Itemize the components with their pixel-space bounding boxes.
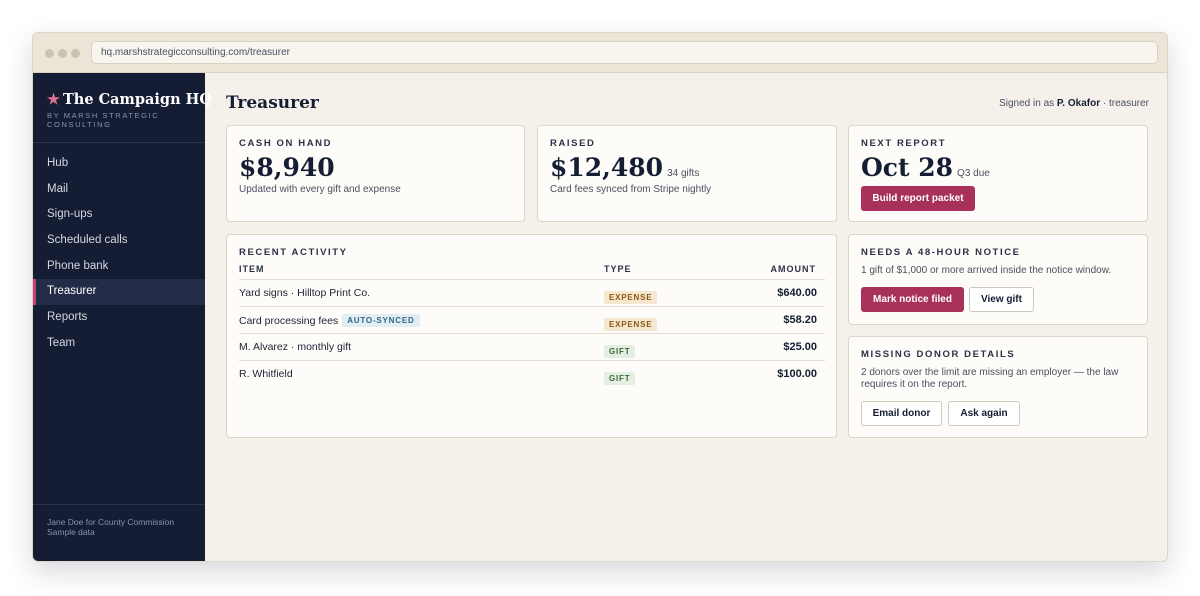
row-type: GIFT: [604, 341, 636, 359]
row-item: Yard signs · Hilltop Print Co.: [239, 287, 371, 299]
recent-activity-card: RECENT ACTIVITY ITEM TYPE AMOUNT Yard si…: [226, 234, 837, 438]
row-amount: $25.00: [783, 341, 817, 353]
row-item-text: Card processing fees: [239, 315, 339, 327]
brand-title: The Campaign HQ: [63, 91, 212, 108]
sample-data-note: Sample data: [47, 527, 95, 537]
signed-in-prefix: Signed in as: [999, 98, 1055, 109]
table-row[interactable]: Yard signs · Hilltop Print Co. EXPENSE $…: [239, 279, 825, 306]
missing-donor-card: MISSING DONOR DETAILS 2 donors over the …: [848, 336, 1148, 438]
type-badge: EXPENSE: [604, 291, 658, 304]
raised-value: $12,480: [550, 153, 664, 182]
row-item: Card processing fees AUTO-SYNCED: [239, 314, 420, 327]
raised-label: RAISED: [550, 138, 596, 149]
recent-activity-label: RECENT ACTIVITY: [239, 247, 348, 258]
email-donor-button[interactable]: Email donor: [861, 401, 942, 426]
row-amount: $640.00: [777, 287, 817, 299]
brand[interactable]: ★ The Campaign HQ: [47, 91, 212, 108]
browser-chrome: hq.marshstrategicconsulting.com/treasure…: [33, 33, 1167, 73]
row-amount: $58.20: [783, 314, 817, 326]
sidebar-item-mail[interactable]: Mail: [47, 182, 69, 195]
sidebar-nav: Hub Mail Sign-ups Scheduled calls Phone …: [33, 151, 205, 357]
mark-notice-filed-button[interactable]: Mark notice filed: [861, 287, 964, 312]
column-header-type: TYPE: [604, 264, 632, 274]
notice-text: 1 gift of $1,000 or more arrived inside …: [861, 265, 1112, 276]
sidebar-divider: [33, 142, 205, 143]
raised-value-line: $12,480 34 gifts: [550, 153, 699, 182]
raised-card: RAISED $12,480 34 gifts Card fees synced …: [537, 125, 837, 222]
cash-subtext: Updated with every gift and expense: [239, 184, 401, 195]
raised-subtext: Card fees synced from Stripe nightly: [550, 184, 712, 195]
brand-subtitle: BY MARSH STRATEGIC CONSULTING: [47, 111, 160, 129]
ask-again-button[interactable]: Ask again: [948, 401, 1020, 426]
sidebar-item-hub[interactable]: Hub: [47, 157, 69, 169]
row-type: GIFT: [604, 368, 636, 386]
table-row[interactable]: M. Alvarez · monthly gift GIFT $25.00: [239, 333, 825, 360]
notice-card: NEEDS A 48-HOUR NOTICE 1 gift of $1,000 …: [848, 234, 1148, 325]
sidebar-item-scheduled-calls[interactable]: Scheduled calls: [47, 234, 128, 247]
page-title: Treasurer: [226, 93, 319, 113]
build-report-packet-button[interactable]: Build report packet: [861, 186, 975, 211]
missing-donor-text: 2 donors over the limit are missing an e…: [861, 367, 1119, 390]
window-close-dot[interactable]: [45, 49, 54, 58]
sidebar-footer-divider: [33, 504, 205, 505]
cash-value: $8,940: [239, 153, 335, 182]
missing-donor-label: MISSING DONOR DETAILS: [861, 349, 1016, 360]
campaign-name: Jane Doe for County Commission: [47, 517, 175, 527]
table-row[interactable]: Card processing fees AUTO-SYNCED EXPENSE …: [239, 306, 825, 333]
star-icon: ★: [47, 91, 60, 108]
sidebar-item-phone-bank[interactable]: Phone bank: [47, 259, 109, 272]
next-report-due: Q3 due: [957, 168, 990, 179]
view-gift-button[interactable]: View gift: [969, 287, 1034, 312]
sidebar-item-sign-ups[interactable]: Sign-ups: [47, 208, 93, 221]
sidebar-item-reports[interactable]: Reports: [47, 311, 88, 324]
column-header-amount: AMOUNT: [770, 264, 816, 274]
sidebar-item-team[interactable]: Team: [47, 336, 76, 349]
signed-in-status: Signed in as P. Okafor · treasurer: [999, 98, 1149, 109]
next-report-date: Oct 28: [861, 153, 954, 182]
cash-on-hand-card: CASH ON HAND $8,940 Updated with every g…: [226, 125, 525, 222]
row-type: EXPENSE: [604, 314, 658, 332]
main-content: Treasurer Signed in as P. Okafor · treas…: [205, 73, 1167, 561]
row-type: EXPENSE: [604, 287, 658, 305]
sidebar-item-treasurer[interactable]: Treasurer: [33, 279, 205, 306]
browser-window: hq.marshstrategicconsulting.com/treasure…: [32, 32, 1168, 562]
notice-label: NEEDS A 48-HOUR NOTICE: [861, 247, 1021, 258]
row-amount: $100.00: [777, 368, 817, 380]
row-item: R. Whitfield: [239, 368, 293, 380]
cash-label: CASH ON HAND: [239, 138, 333, 149]
window-maximize-dot[interactable]: [71, 49, 80, 58]
url-bar[interactable]: hq.marshstrategicconsulting.com/treasure…: [91, 41, 1158, 64]
type-badge: GIFT: [604, 372, 636, 385]
sidebar-footer: Jane Doe for County Commission Sample da…: [47, 517, 174, 537]
next-report-value-line: Oct 28 Q3 due: [861, 153, 990, 182]
raised-gift-count: 34 gifts: [667, 168, 700, 179]
next-report-label: NEXT REPORT: [861, 138, 947, 149]
row-item: M. Alvarez · monthly gift: [239, 341, 352, 353]
column-header-item: ITEM: [239, 264, 265, 274]
table-row[interactable]: R. Whitfield GIFT $100.00: [239, 360, 825, 387]
sidebar: ★ The Campaign HQ BY MARSH STRATEGIC CONS…: [33, 73, 212, 561]
user-role: · treasurer: [1102, 98, 1149, 109]
user-name[interactable]: P. Okafor: [1056, 98, 1101, 109]
type-badge: EXPENSE: [604, 318, 658, 331]
auto-synced-badge: AUTO-SYNCED: [342, 314, 420, 327]
type-badge: GIFT: [604, 345, 636, 358]
next-report-card: NEXT REPORT Oct 28 Q3 due Build report pa…: [848, 125, 1148, 222]
window-minimize-dot[interactable]: [58, 49, 67, 58]
